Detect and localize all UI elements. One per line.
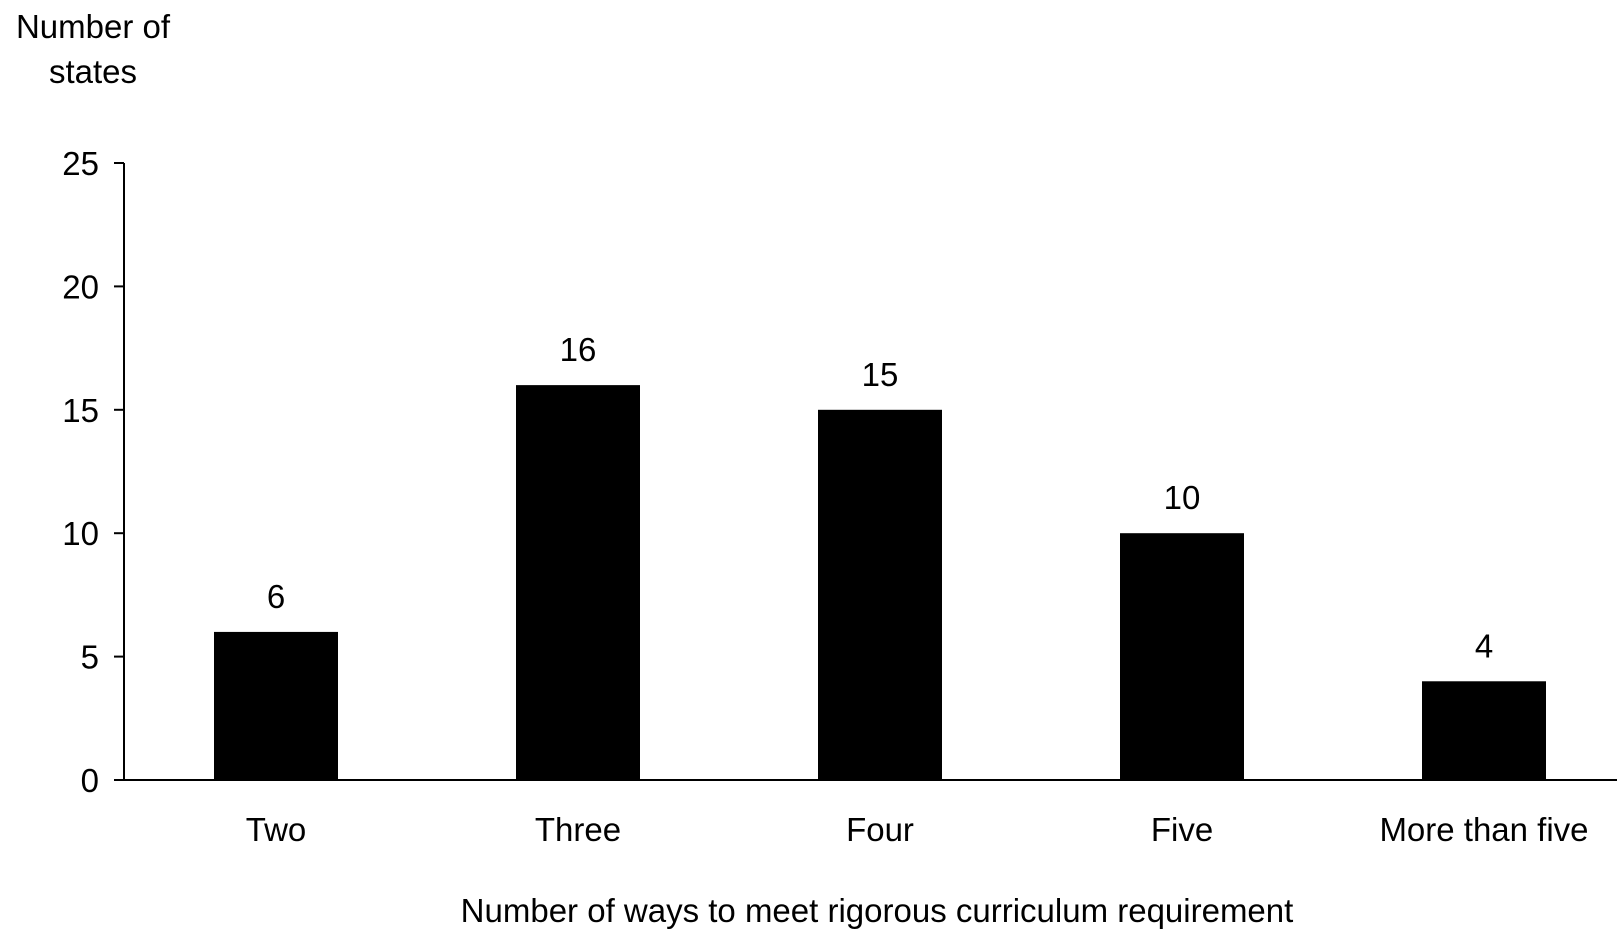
y-axis-title-line-1: Number of bbox=[16, 8, 171, 45]
y-tick-label: 0 bbox=[81, 762, 99, 799]
x-axis-tick-labels: Two Three Four Five More than five bbox=[246, 811, 1589, 848]
data-label: 15 bbox=[862, 356, 899, 393]
x-axis-title: Number of ways to meet rigorous curricul… bbox=[461, 892, 1294, 929]
bar bbox=[1120, 533, 1244, 780]
x-tick-label: More than five bbox=[1379, 811, 1588, 848]
x-tick-label: Two bbox=[246, 811, 307, 848]
data-labels: 6 16 15 10 4 bbox=[267, 331, 1493, 664]
y-axis-title: Number of states bbox=[16, 8, 171, 90]
data-label: 16 bbox=[560, 331, 597, 368]
y-tick-label: 15 bbox=[62, 392, 99, 429]
y-tick-label: 20 bbox=[62, 268, 99, 305]
x-tick-label: Five bbox=[1151, 811, 1213, 848]
y-tick-label: 25 bbox=[62, 145, 99, 182]
bar bbox=[214, 631, 338, 780]
y-axis-ticks: 0 5 10 15 20 25 bbox=[62, 145, 124, 799]
y-tick-label: 10 bbox=[62, 515, 99, 552]
bar bbox=[818, 409, 942, 780]
bar bbox=[516, 385, 640, 780]
x-tick-label: Three bbox=[535, 811, 621, 848]
data-label: 10 bbox=[1164, 479, 1201, 516]
bar-series bbox=[214, 385, 1546, 780]
y-tick-label: 5 bbox=[81, 639, 99, 676]
y-axis-title-line-2: states bbox=[49, 53, 137, 90]
data-label: 4 bbox=[1475, 627, 1493, 664]
data-label: 6 bbox=[267, 578, 285, 615]
bar bbox=[1422, 681, 1546, 780]
x-tick-label: Four bbox=[846, 811, 914, 848]
